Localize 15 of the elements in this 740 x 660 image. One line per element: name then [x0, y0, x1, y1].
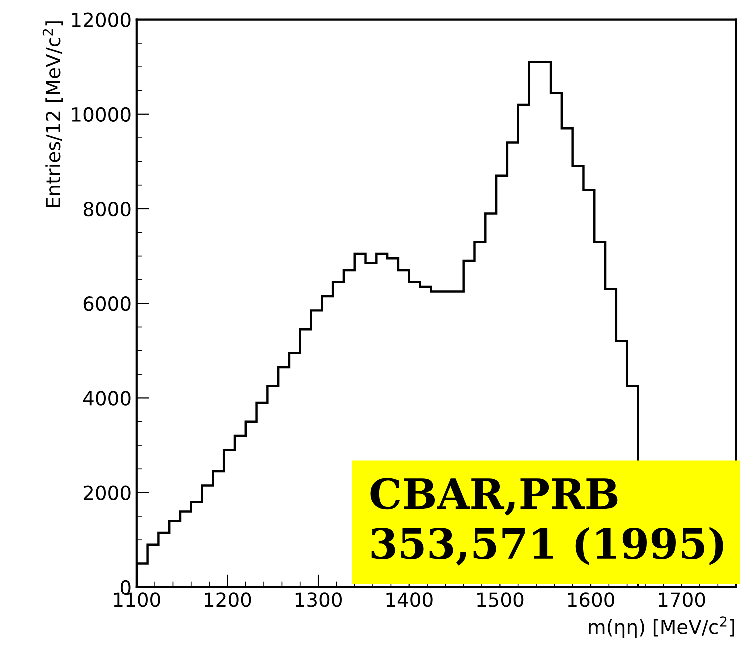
x-axis-title: m(ηη) [MeV/c$^{2}$] [589, 616, 734, 638]
annotation: CBAR,PRB 353,571 (1995) [370, 478, 724, 566]
x-tick-label: 1600 [568, 592, 614, 608]
x-tick-label: 1300 [296, 592, 342, 608]
y-tick-label: 12000 [72, 12, 131, 28]
x-tick-label: 1700 [659, 592, 706, 608]
y-tick-label: 2000 [84, 486, 131, 500]
y-tick-label: 4000 [84, 391, 131, 406]
y-axis-title: Entries/12 [MeV/c$^{2}$] [42, 22, 63, 208]
y-tick-label: 6000 [84, 296, 131, 312]
x-tick-label: 1200 [205, 592, 252, 608]
y-tick-label: 10000 [72, 107, 131, 122]
x-tick-label: 1400 [386, 592, 433, 608]
y-tick-label: 8000 [84, 202, 131, 217]
x-tick-label: 1500 [478, 592, 524, 608]
